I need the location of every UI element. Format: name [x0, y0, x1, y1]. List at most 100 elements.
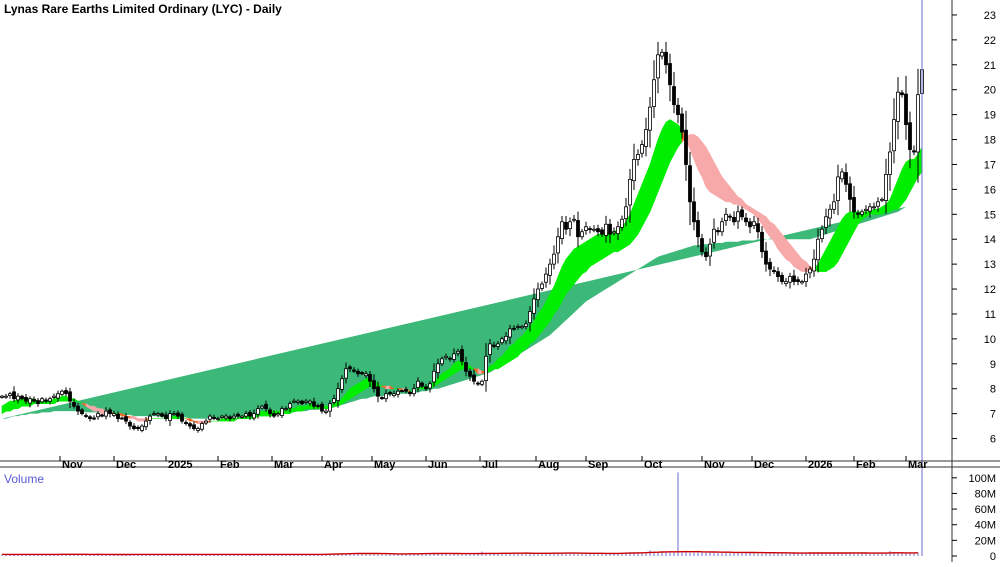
candle-up [624, 206, 628, 220]
month-tick-label: 2025 [168, 459, 192, 471]
candle-up [60, 390, 64, 395]
candle-down [188, 423, 192, 427]
short-ma-band-segment [833, 226, 839, 268]
candle-up [436, 363, 440, 373]
candle-down [312, 401, 316, 407]
candle-down [600, 229, 604, 235]
candle-down [108, 409, 112, 415]
candle-up [516, 326, 520, 328]
month-tick-label: Dec [116, 459, 136, 471]
candle-down [672, 86, 676, 106]
price-tick-label: 19 [984, 110, 996, 122]
candle-down [768, 261, 772, 270]
candle-up [712, 228, 716, 243]
candle-down [492, 344, 496, 347]
candle-up [144, 420, 148, 428]
candle-up [364, 373, 368, 377]
candle-down [136, 426, 140, 429]
price-tick-label: 9 [990, 359, 996, 371]
candle-down [380, 397, 384, 400]
candle-down [468, 370, 472, 377]
candle-down [704, 251, 708, 258]
candle-up [828, 208, 832, 219]
candle-down [84, 415, 88, 417]
month-tick-label: Mar [274, 459, 294, 471]
short-ma-band-segment [361, 378, 367, 392]
candle-down [780, 274, 784, 282]
short-ma-band-segment [297, 405, 303, 412]
candle-down [68, 391, 72, 402]
candle-up [392, 393, 396, 396]
candle-up [40, 398, 44, 403]
candle-down [176, 412, 180, 417]
price-tick-label: 8 [990, 384, 996, 396]
price-tick-label: 15 [984, 209, 996, 221]
candle-up [604, 223, 608, 236]
candle-up [876, 201, 880, 207]
candle-up [892, 119, 896, 152]
candle-down [740, 209, 744, 218]
candle-down [80, 409, 84, 415]
candle-down [796, 279, 800, 282]
candle-up [296, 400, 300, 403]
candle-down [116, 413, 120, 420]
candle-up [652, 79, 656, 107]
candle-up [592, 228, 596, 231]
candle-up [8, 393, 12, 396]
candle-up [500, 338, 504, 344]
candle-up [572, 218, 576, 221]
candle-up [4, 395, 8, 398]
short-ma-band-segment [801, 258, 807, 272]
candle-down [848, 183, 852, 200]
month-tick-label: Dec [754, 459, 774, 471]
candle-up [0, 395, 4, 398]
candle-down [128, 421, 132, 427]
volume-tick-label: 60M [975, 504, 996, 516]
candle-down [856, 212, 860, 215]
candle-up [884, 174, 888, 201]
candle-down [400, 390, 404, 392]
candle-up [736, 211, 740, 222]
candle-up [656, 54, 660, 79]
short-ma-band-segment [837, 219, 843, 262]
short-ma-band-segment [261, 410, 267, 417]
month-tick-label: Jun [428, 459, 448, 471]
month-tick-label: May [374, 459, 396, 471]
month-tick-label: Nov [704, 459, 726, 471]
candle-up [836, 176, 840, 201]
candle-up [204, 420, 208, 424]
month-tick-label: Aug [538, 459, 559, 471]
candle-down [692, 201, 696, 223]
candle-down [124, 416, 128, 422]
candle-down [464, 362, 468, 372]
candle-up [240, 415, 244, 418]
price-tick-label: 22 [984, 35, 996, 47]
candle-down [460, 349, 464, 362]
short-ma-band-segment [609, 231, 615, 255]
price-tick-label: 16 [984, 184, 996, 196]
volume-bars [1, 0, 923, 556]
candle-up [808, 268, 812, 274]
candle-up [284, 408, 288, 411]
price-tick-label: 23 [984, 10, 996, 22]
candle-up [152, 413, 156, 416]
candle-up [632, 159, 636, 182]
candle-down [88, 416, 92, 420]
month-tick-label: Mar [908, 459, 928, 471]
candle-down [72, 402, 76, 407]
candle-down [764, 250, 768, 265]
candle-down [408, 392, 412, 395]
candle-up [864, 208, 868, 211]
candle-up [532, 298, 536, 314]
volume-tick-label: 0 [990, 551, 996, 562]
short-ma-band-segment [709, 154, 715, 195]
candle-up [104, 410, 108, 417]
short-ma-band-segment [665, 119, 671, 173]
candle-up [800, 281, 804, 284]
candle-up [832, 201, 836, 210]
volume-tick-label: 100M [968, 473, 996, 485]
price-tick-label: 17 [984, 159, 996, 171]
candle-up [488, 343, 492, 355]
candle-down [44, 399, 48, 402]
